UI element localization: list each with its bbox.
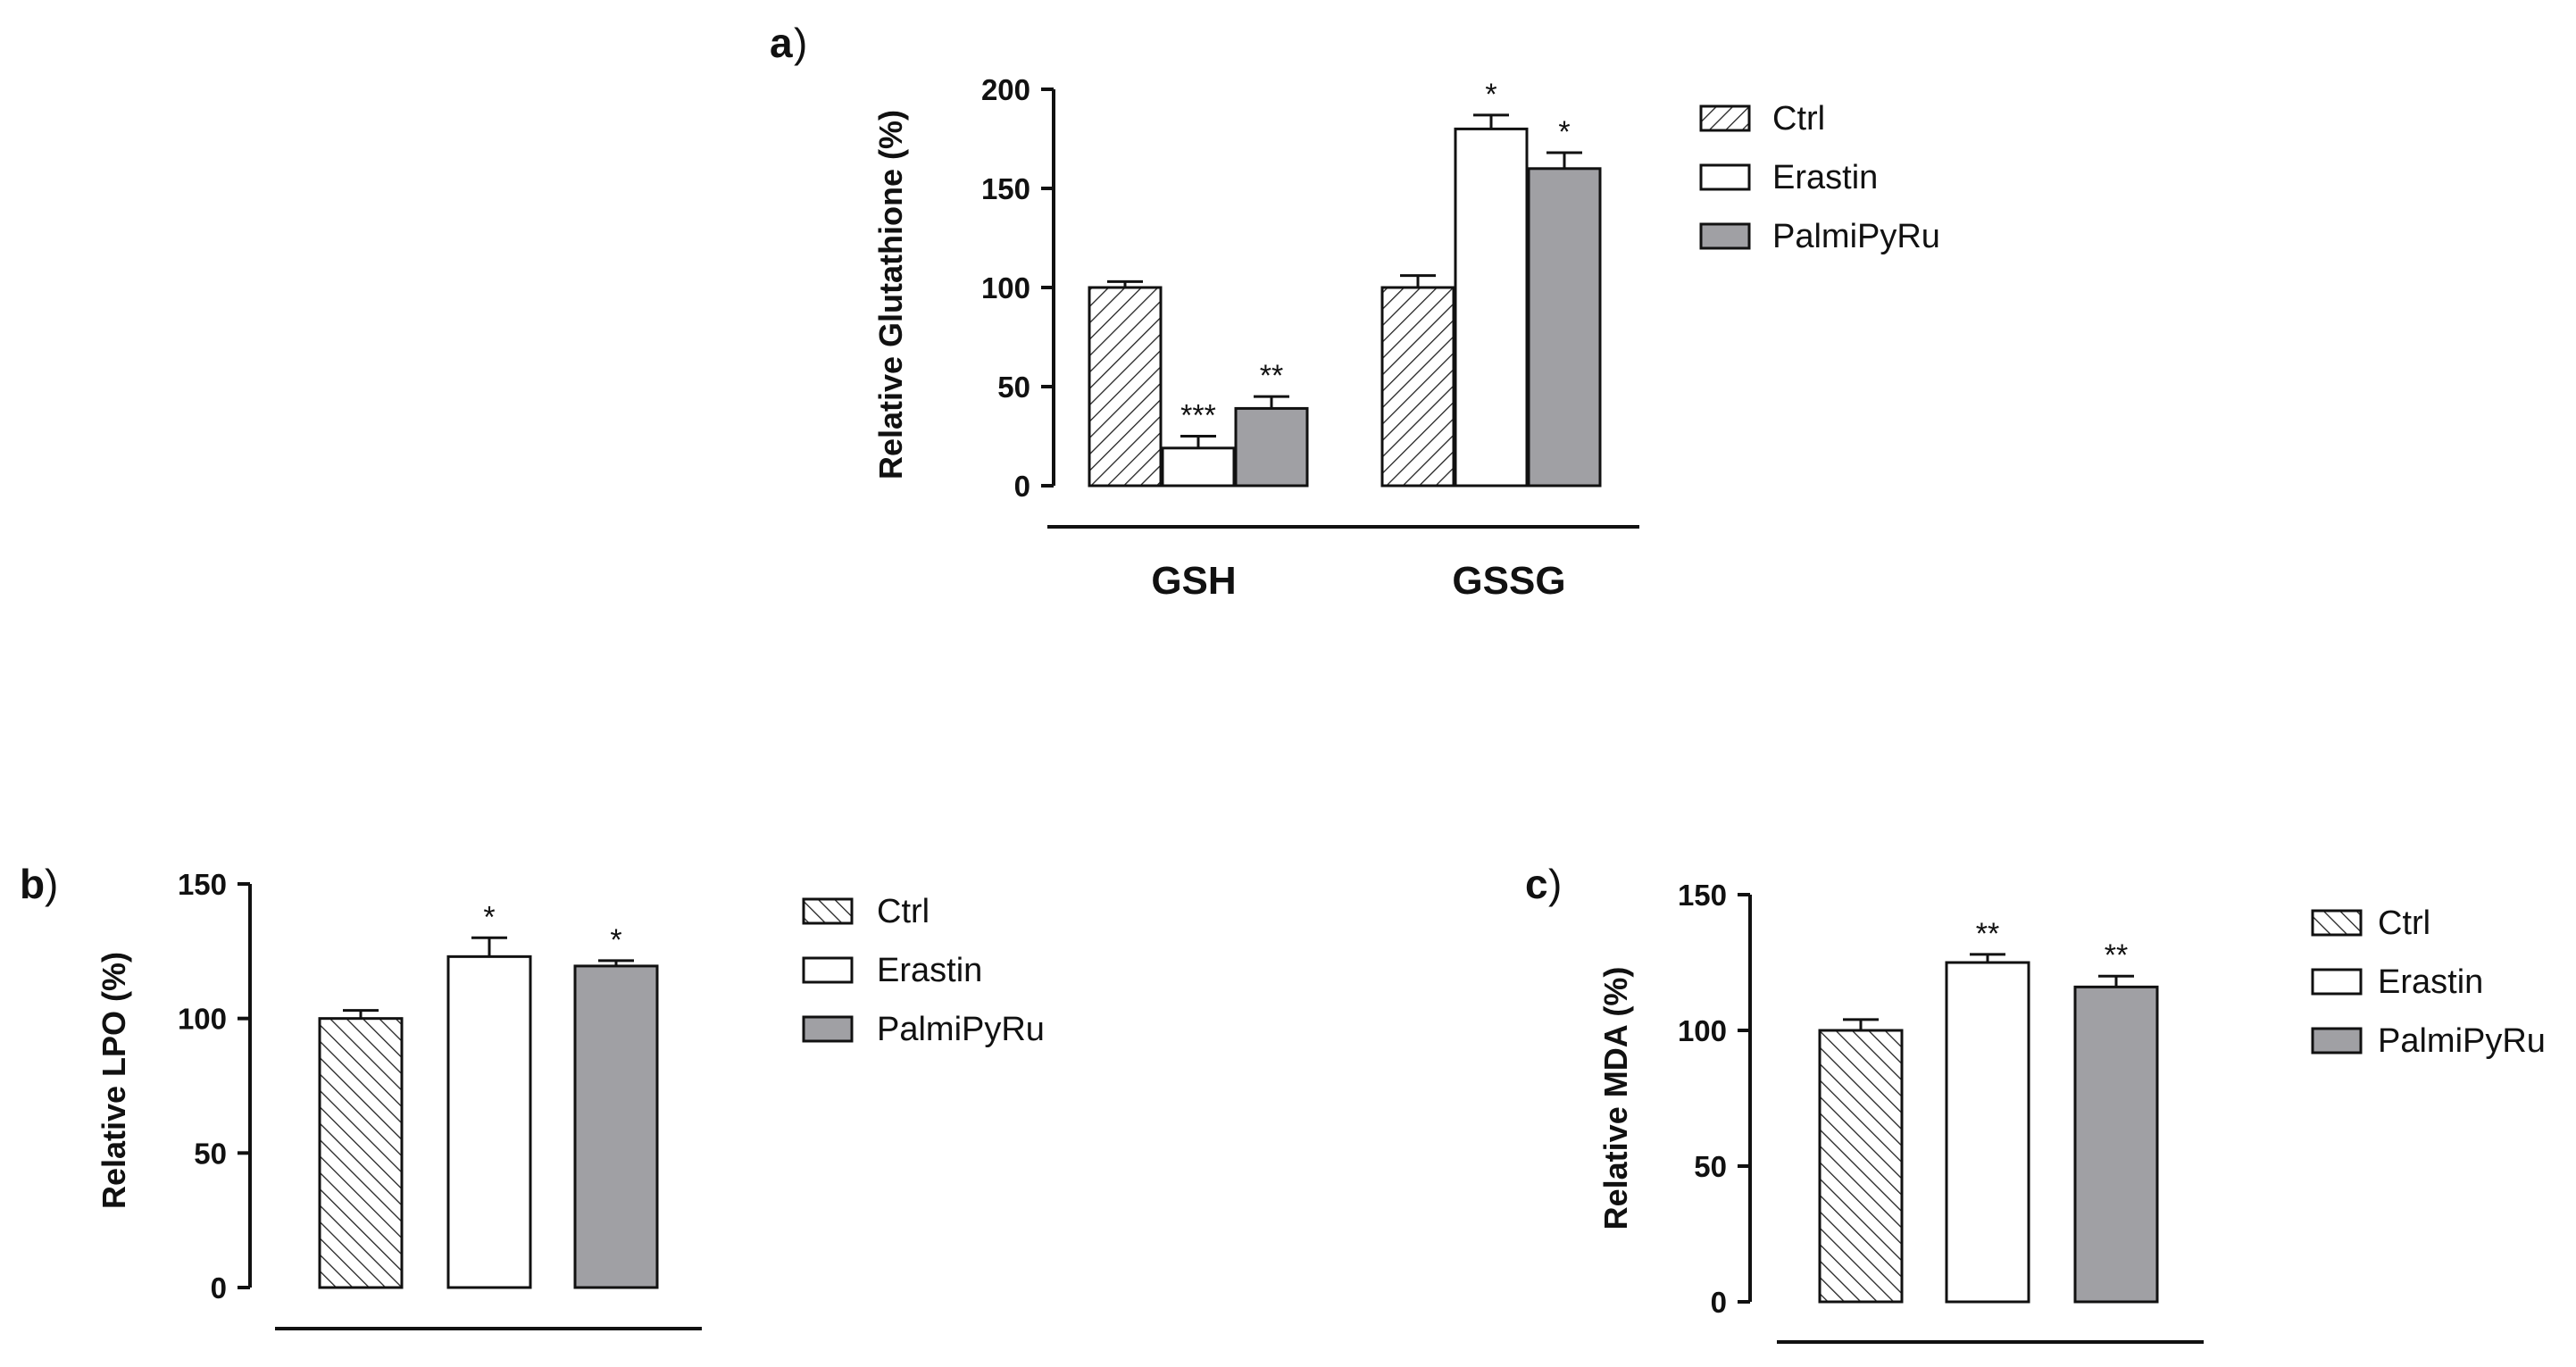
panel-b-y-ticks: 0 50 100 150: [178, 868, 250, 1304]
panel-a-category-gssg: GSSG: [1452, 559, 1565, 603]
panel-a-legend-swatch-erastin: [1699, 163, 1751, 191]
panel-b-bar-ctrl: [318, 1017, 404, 1289]
panel-b-legend-label-palmipyru: PalmiPyRu: [877, 1011, 1045, 1048]
panel-a-y-ticks: 0 50 100 150 200: [981, 73, 1054, 503]
panel-c: c ) Relative MDA (%) 0 50 100 150 ** ** Ctrl…: [1525, 861, 2546, 1344]
panel-a-legend-label-ctrl: Ctrl: [1772, 100, 1825, 138]
panel-b-bar-erastin-significance: *: [483, 900, 495, 934]
panel-c-legend-label-palmipyru: PalmiPyRu: [2378, 1022, 2546, 1060]
panel-a-bar-erastin-gssg-significance: *: [1485, 78, 1496, 112]
panel-c-bar-erastin-significance: **: [1976, 917, 1999, 951]
panel-a-y-tick-label-200: 200: [981, 73, 1030, 106]
panel-c-bar-palmipyru-significance: **: [2105, 938, 2128, 972]
panel-b-y-tick-label-150: 150: [178, 868, 227, 901]
panel-c-bar-erastin: [1945, 961, 2030, 1304]
panel-a-bar-ctrl-gsh: [1088, 286, 1163, 488]
panel-b-bar-palmipyru: [573, 964, 659, 1289]
panel-c-legend-label-ctrl: Ctrl: [2378, 904, 2430, 942]
panel-c-y-tick-label-50: 50: [1694, 1150, 1727, 1183]
panel-c-y-ticks: 0 50 100 150: [1678, 879, 1750, 1319]
panel-c-paren: ): [1548, 861, 1562, 907]
panel-a: a ) Relative Glutathione (%) 0 50 100 150 20…: [770, 20, 1940, 603]
panel-c-label: c: [1525, 861, 1548, 907]
panel-b-legend-label-erastin: Erastin: [877, 952, 982, 989]
panel-b-y-tick-label-50: 50: [194, 1137, 227, 1170]
panel-a-legend-swatch-ctrl: [1699, 104, 1751, 132]
panel-c-y-axis-title: Relative MDA (%): [1597, 967, 1634, 1230]
panel-b-bar-palmipyru-significance: *: [610, 923, 621, 957]
panel-a-y-tick-label-100: 100: [981, 271, 1030, 304]
panel-a-bar-erastin-gsh-significance: ***: [1180, 399, 1216, 433]
panel-a-bar-palmipyru-gssg-significance: *: [1558, 115, 1570, 149]
panel-a-legend-label-palmipyru: PalmiPyRu: [1772, 218, 1940, 255]
panel-a-bar-erastin-gsh: [1161, 446, 1236, 488]
panel-a-category-gsh: GSH: [1151, 559, 1236, 603]
panel-b-legend-label-ctrl: Ctrl: [877, 893, 930, 930]
panel-a-legend: Ctrl Erastin PalmiPyRu: [1699, 100, 1940, 255]
panel-a-bar-ctrl-gssg: [1380, 286, 1455, 488]
panel-c-legend-swatch-ctrl: [2311, 909, 2363, 937]
panel-a-paren: ): [794, 20, 807, 66]
panel-b-legend-swatch-ctrl: [802, 897, 854, 925]
panel-b-bars: **: [318, 900, 659, 1289]
panel-b-legend-swatch-erastin: [802, 956, 854, 984]
panel-a-y-tick-label-150: 150: [981, 172, 1030, 205]
panel-a-bar-erastin-gssg: [1454, 127, 1529, 488]
panel-b-legend-swatch-palmipyru: [802, 1015, 854, 1043]
panel-c-bar-palmipyru: [2073, 985, 2159, 1304]
panel-c-y-tick-label-150: 150: [1678, 879, 1727, 912]
panel-c-bars: ** **: [1818, 917, 2159, 1304]
panel-a-y-tick-label-50: 50: [997, 371, 1030, 404]
panel-c-legend-swatch-palmipyru: [2311, 1027, 2363, 1054]
panel-a-bar-palmipyru-gsh: [1234, 406, 1309, 488]
panel-b-y-tick-label-100: 100: [178, 1003, 227, 1036]
panel-a-legend-swatch-palmipyru: [1699, 222, 1751, 250]
panel-c-legend: Ctrl Erastin PalmiPyRu: [2311, 904, 2546, 1060]
panel-c-y-tick-label-100: 100: [1678, 1014, 1727, 1047]
panel-a-y-axis-title: Relative Glutathione (%): [872, 110, 909, 479]
panel-c-legend-swatch-erastin: [2311, 968, 2363, 996]
panel-b-legend: Ctrl Erastin PalmiPyRu: [802, 893, 1045, 1048]
panel-c-legend-label-erastin: Erastin: [2378, 963, 2483, 1001]
panel-a-y-tick-label-0: 0: [1014, 470, 1030, 503]
panel-c-y-tick-label-0: 0: [1711, 1286, 1727, 1319]
panel-a-bar-palmipyru-gssg: [1527, 167, 1602, 488]
panel-b-y-axis-title: Relative LPO (%): [96, 952, 132, 1209]
panel-a-bar-palmipyru-gsh-significance: **: [1260, 359, 1283, 393]
panel-b-bar-erastin: [446, 954, 532, 1289]
panel-b-y-tick-label-0: 0: [211, 1271, 227, 1304]
panel-c-bar-ctrl: [1818, 1029, 1904, 1304]
panel-b-paren: ): [45, 861, 58, 907]
panel-a-label: a: [770, 20, 793, 66]
panel-b-label: b: [20, 861, 45, 907]
panel-a-legend-label-erastin: Erastin: [1772, 159, 1878, 196]
panel-a-bars: *******: [1088, 78, 1602, 488]
